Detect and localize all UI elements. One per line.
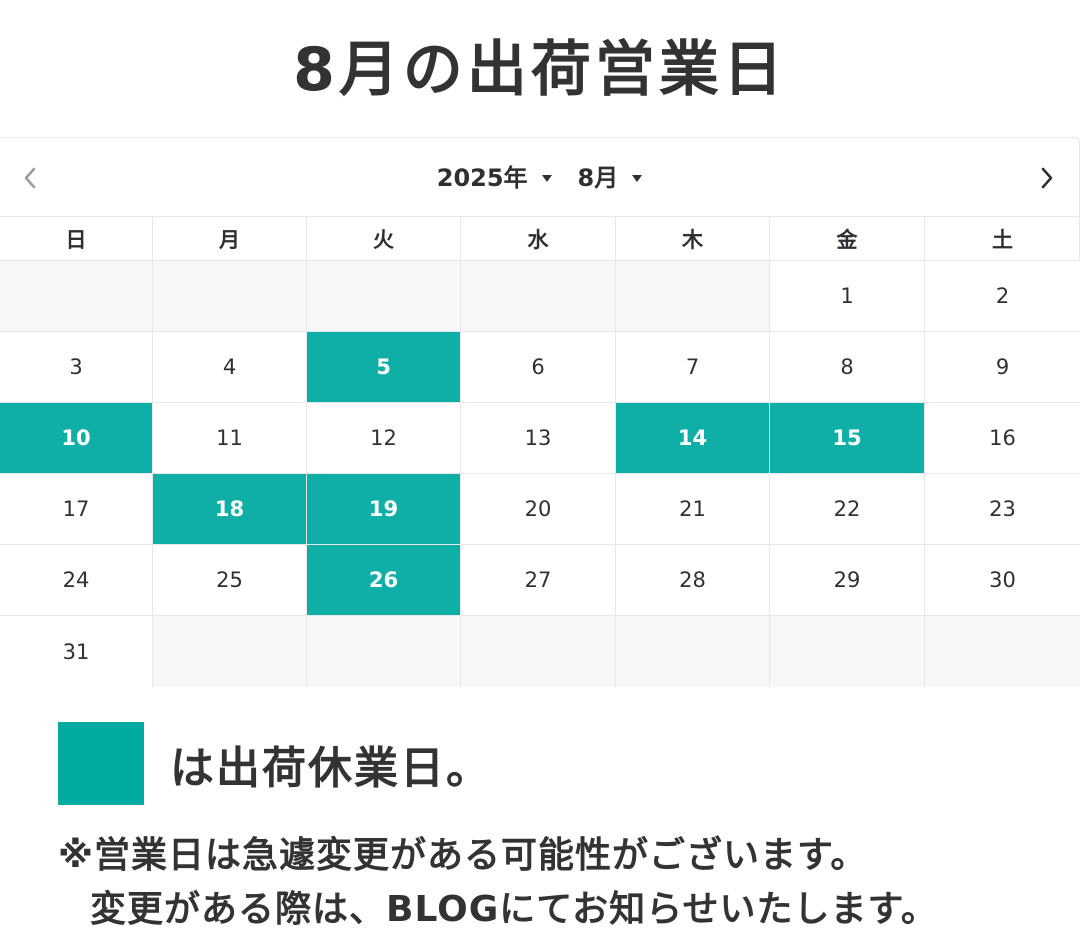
calendar-week-row: 10 11 12 13 14 15 16 <box>0 403 1080 474</box>
calendar-day[interactable]: 27 <box>461 545 616 616</box>
caret-down-icon <box>632 174 643 182</box>
calendar-day[interactable]: 30 <box>925 545 1080 616</box>
calendar-day[interactable]: 7 <box>616 332 770 403</box>
calendar-day[interactable]: 2 <box>925 261 1080 332</box>
calendar-day-closed[interactable]: 19 <box>307 474 461 545</box>
calendar-empty-cell <box>925 616 1080 687</box>
calendar-day[interactable]: 24 <box>0 545 153 616</box>
month-select-label: 8月 <box>577 164 619 192</box>
year-select-label: 2025年 <box>436 164 528 192</box>
calendar-empty-cell <box>0 261 153 332</box>
weekday-label: 火 <box>307 217 461 261</box>
next-month-button[interactable] <box>1027 158 1067 198</box>
calendar-day[interactable]: 1 <box>770 261 925 332</box>
weekday-label: 金 <box>770 217 925 261</box>
calendar-empty-cell <box>616 261 770 332</box>
calendar-day-closed[interactable]: 15 <box>770 403 925 474</box>
calendar-empty-cell <box>153 616 307 687</box>
caret-down-icon <box>541 174 552 182</box>
calendar-day-closed[interactable]: 14 <box>616 403 770 474</box>
calendar-empty-cell <box>461 261 616 332</box>
calendar-empty-cell <box>307 616 461 687</box>
calendar-day[interactable]: 25 <box>153 545 307 616</box>
calendar-day[interactable]: 13 <box>461 403 616 474</box>
notice-line-2: 変更がある際は、BLOGにてお知らせいたします。 <box>90 889 938 930</box>
legend-swatch <box>58 722 144 805</box>
calendar-day[interactable]: 20 <box>461 474 616 545</box>
weekday-label: 日 <box>0 217 153 261</box>
calendar-day[interactable]: 12 <box>307 403 461 474</box>
calendar-day[interactable]: 8 <box>770 332 925 403</box>
calendar-day-closed[interactable]: 10 <box>0 403 153 474</box>
chevron-right-icon <box>1041 167 1053 189</box>
calendar-empty-cell <box>770 616 925 687</box>
calendar-empty-cell <box>461 616 616 687</box>
calendar-day[interactable]: 6 <box>461 332 616 403</box>
calendar-weeks: 1 2 3 4 5 6 7 8 9 10 11 12 13 14 15 16 17 18 19 20 21 22 23 24 2… <box>0 261 1080 687</box>
legend-text: は出荷休業日。 <box>170 742 492 794</box>
page-title: 8月の出荷営業日 <box>293 35 787 105</box>
calendar-week-row: 17 18 19 20 21 22 23 <box>0 474 1080 545</box>
weekday-header-row: 日月火水木金土 <box>0 217 1080 261</box>
weekday-label: 水 <box>461 217 616 261</box>
calendar-day-closed[interactable]: 5 <box>307 332 461 403</box>
calendar-day[interactable]: 21 <box>616 474 770 545</box>
calendar-day[interactable]: 3 <box>0 332 153 403</box>
calendar-day[interactable]: 22 <box>770 474 925 545</box>
calendar-day[interactable]: 4 <box>153 332 307 403</box>
weekday-label: 土 <box>925 217 1080 261</box>
legend: は出荷休業日。 <box>58 722 492 805</box>
prev-month-button[interactable] <box>10 158 50 198</box>
calendar-empty-cell <box>616 616 770 687</box>
weekday-label: 木 <box>616 217 770 261</box>
calendar-day[interactable]: 11 <box>153 403 307 474</box>
calendar-week-row: 24 25 26 27 28 29 30 <box>0 545 1080 616</box>
weekday-label: 月 <box>153 217 307 261</box>
calendar-day[interactable]: 28 <box>616 545 770 616</box>
calendar-header: 2025年 8月 <box>0 138 1079 217</box>
calendar-day[interactable]: 17 <box>0 474 153 545</box>
calendar-day[interactable]: 9 <box>925 332 1080 403</box>
calendar-day[interactable]: 23 <box>925 474 1080 545</box>
calendar-day[interactable]: 16 <box>925 403 1080 474</box>
month-select[interactable]: 8月 <box>578 160 643 196</box>
notice-line-1: ※営業日は急遽変更がある可能性がございます。 <box>58 835 868 876</box>
month-year-selectors: 2025年 8月 <box>0 160 1079 196</box>
calendar: 2025年 8月 日月火水木金土 1 2 3 4 5 6 7 8 9 10 11 12 13 14 15 16… <box>0 137 1080 687</box>
calendar-day[interactable]: 31 <box>0 616 153 687</box>
year-select[interactable]: 2025年 <box>437 160 552 196</box>
calendar-day[interactable]: 29 <box>770 545 925 616</box>
calendar-empty-cell <box>307 261 461 332</box>
calendar-empty-cell <box>153 261 307 332</box>
calendar-week-row: 31 <box>0 616 1080 687</box>
calendar-day-closed[interactable]: 18 <box>153 474 307 545</box>
chevron-left-icon <box>24 167 36 189</box>
calendar-day-closed[interactable]: 26 <box>307 545 461 616</box>
